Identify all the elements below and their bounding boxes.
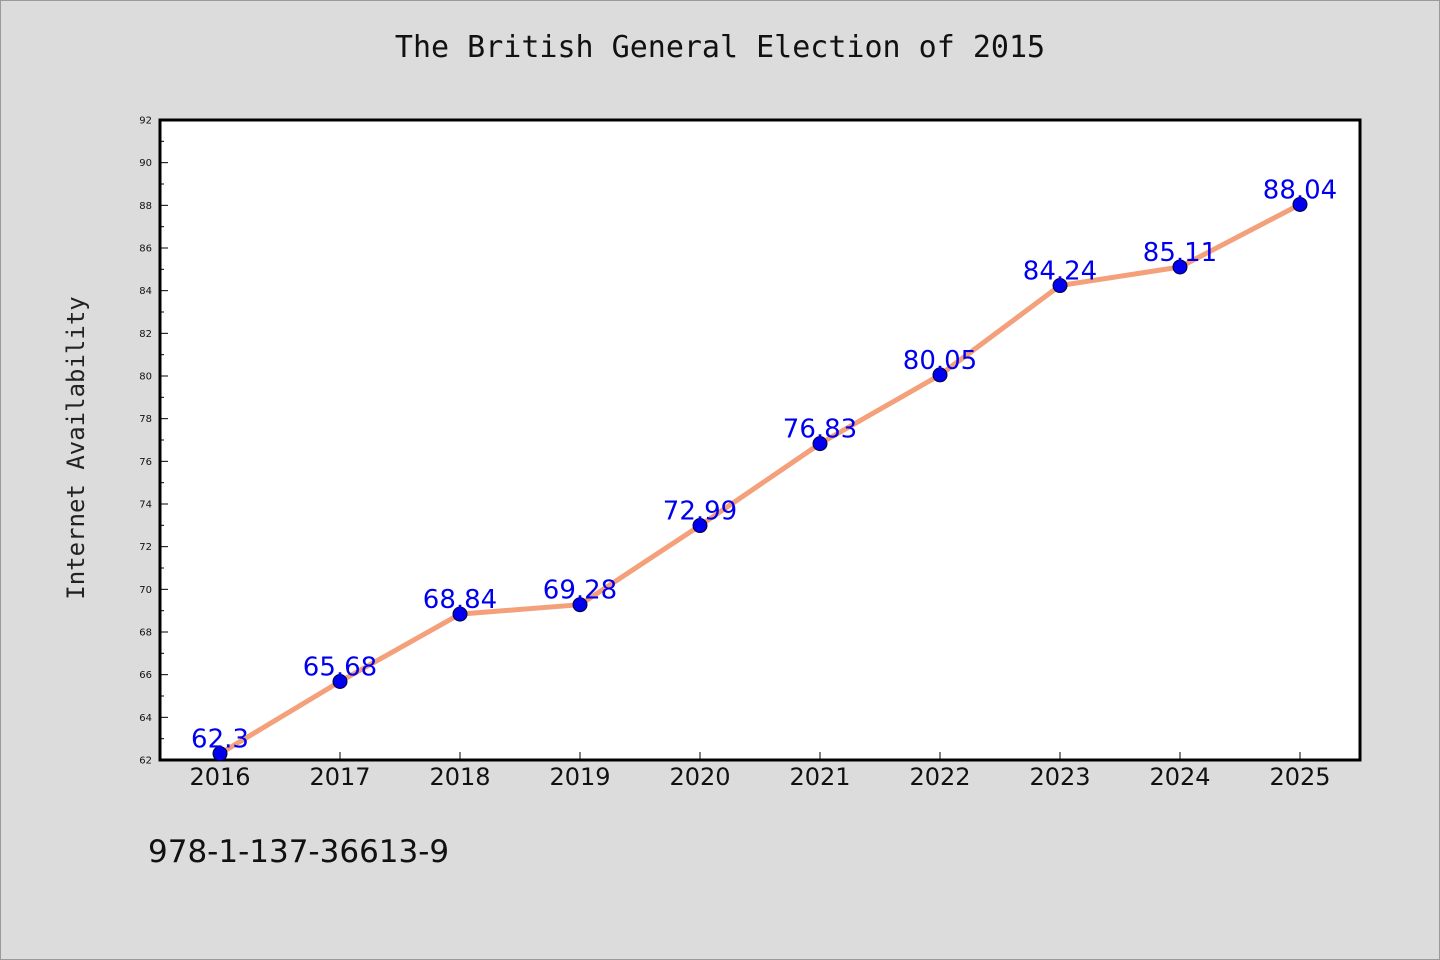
data-label-layer: 62.3 65.68 68.84 69.28 72.99 76.83 80.05 84.24 8… (191, 175, 1337, 754)
y-tick-label: 76 (139, 457, 152, 468)
chart-title: The British General Election of 2015 (394, 30, 1046, 65)
data-label: 85.11 (1143, 238, 1217, 268)
data-point (1052, 278, 1068, 294)
x-tick-label: 2024 (1149, 763, 1210, 791)
y-tick-label: 82 (139, 329, 152, 340)
y-tick-label: 80 (139, 372, 152, 383)
y-tick-label: 88 (139, 201, 152, 212)
data-point (1172, 259, 1188, 275)
x-tick-label: 2020 (669, 763, 730, 791)
data-label: 68.84 (423, 585, 497, 615)
plot-area (158, 118, 1362, 762)
data-label: 72.99 (663, 497, 737, 527)
y-axis: 62 64 66 68 70 72 74 76 78 80 82 84 86 88 90 92 (139, 116, 168, 767)
y-tick-label: 62 (139, 756, 152, 767)
data-point-layer (212, 196, 1308, 762)
y-tick-label: 86 (139, 244, 152, 255)
y-tick-label: 64 (139, 713, 152, 724)
x-tick-label: 2016 (189, 763, 250, 791)
data-label: 69.28 (543, 576, 617, 606)
series-line-layer (218, 202, 1302, 756)
y-tick-label: 84 (139, 286, 152, 297)
data-point (212, 746, 228, 762)
data-point (1292, 196, 1308, 212)
x-tick-label: 2018 (429, 763, 490, 791)
data-label: 62.3 (191, 725, 249, 755)
y-tick-label: 90 (139, 158, 152, 169)
data-point (812, 436, 828, 452)
x-tick-label: 2025 (1269, 763, 1330, 791)
series-line (218, 202, 1302, 756)
data-point (572, 597, 588, 613)
y-tick-label: 66 (139, 670, 152, 681)
footer-isbn: 978-1-137-36613-9 (148, 834, 450, 870)
data-point (692, 518, 708, 534)
x-tick-label: 2023 (1029, 763, 1090, 791)
data-label: 88.04 (1263, 175, 1337, 205)
x-tick-label: 2022 (909, 763, 970, 791)
x-tick-label: 2019 (549, 763, 610, 791)
data-label: 80.05 (903, 346, 977, 376)
y-tick-label: 70 (139, 585, 152, 596)
data-point (452, 606, 468, 622)
x-axis: 2016 2017 2018 2019 2020 2021 2022 2023 2024 2025 (189, 752, 1331, 791)
x-tick-label: 2017 (309, 763, 370, 791)
y-tick-label: 74 (139, 500, 152, 511)
x-tick-label: 2021 (789, 763, 850, 791)
data-point (932, 367, 948, 383)
y-tick-label: 72 (139, 542, 152, 553)
data-label: 65.68 (303, 652, 377, 682)
y-tick-label: 78 (139, 414, 152, 425)
y-tick-label: 92 (139, 116, 152, 127)
data-label: 84.24 (1023, 257, 1097, 287)
data-label: 76.83 (783, 415, 857, 445)
data-point (332, 673, 348, 689)
y-tick-label: 68 (139, 628, 152, 639)
